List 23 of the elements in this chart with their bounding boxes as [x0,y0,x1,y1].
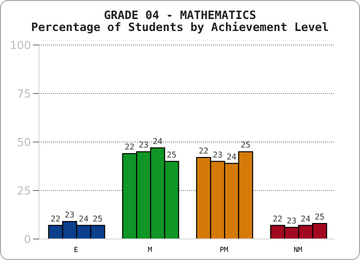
text: 22 [124,142,134,152]
text: 22 [198,146,208,156]
text: 25 [166,150,176,160]
chart-title: GRADE 04 - MATHEMATICS [102,8,256,22]
text: 24 [300,214,310,224]
series-label: 22 [50,214,61,224]
y-tick-label: 100 [10,38,31,52]
text: 25 [314,212,324,222]
y-tick-label: 50 [17,136,31,149]
y-tick-label: 75 [17,87,31,100]
text: 24 [152,136,162,146]
text: 24 [226,152,236,162]
text: 23 [138,140,148,150]
chart-subtitle: Percentage of Students by Achievement Level [30,20,330,34]
text: 23 [212,150,222,160]
text: 22 [272,214,282,224]
y-tick-label: 0 [24,232,31,246]
series-label: 24 [78,214,89,224]
series-label: 25 [92,214,103,224]
text: 25 [240,140,250,150]
y-tick-label: 25 [17,184,31,198]
series-label: 23 [64,210,75,220]
text: 23 [286,216,296,226]
